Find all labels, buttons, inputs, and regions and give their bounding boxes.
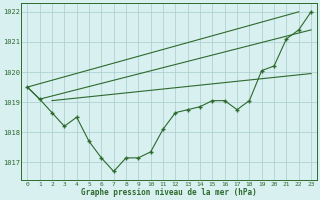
- X-axis label: Graphe pression niveau de la mer (hPa): Graphe pression niveau de la mer (hPa): [81, 188, 257, 197]
